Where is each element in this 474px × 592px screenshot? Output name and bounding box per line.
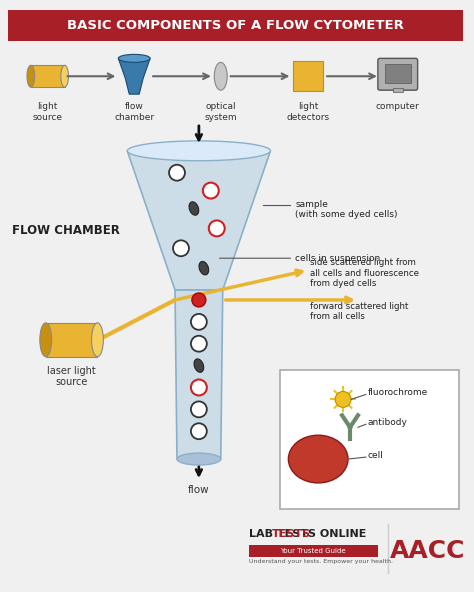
Text: light
source: light source xyxy=(33,102,63,121)
Text: side scattered light from
all cells and fluorescence
from dyed cells: side scattered light from all cells and … xyxy=(310,258,419,288)
FancyBboxPatch shape xyxy=(31,65,64,87)
Text: optical
system: optical system xyxy=(204,102,237,121)
Ellipse shape xyxy=(214,62,227,90)
Ellipse shape xyxy=(118,54,150,62)
Text: forward scattered light
from all cells: forward scattered light from all cells xyxy=(310,302,409,321)
FancyBboxPatch shape xyxy=(393,88,403,92)
Text: FLOW CHAMBER: FLOW CHAMBER xyxy=(12,224,120,237)
Polygon shape xyxy=(118,59,150,94)
Ellipse shape xyxy=(61,65,68,87)
Circle shape xyxy=(203,183,219,198)
Text: cell: cell xyxy=(368,451,384,459)
FancyBboxPatch shape xyxy=(281,369,459,509)
Text: TESTS: TESTS xyxy=(272,529,310,539)
Text: laser light
source: laser light source xyxy=(47,366,96,387)
Text: fluorochrome: fluorochrome xyxy=(368,388,428,397)
Circle shape xyxy=(192,293,206,307)
Circle shape xyxy=(209,220,225,236)
FancyBboxPatch shape xyxy=(293,62,323,91)
Ellipse shape xyxy=(194,359,204,372)
Circle shape xyxy=(173,240,189,256)
Ellipse shape xyxy=(128,141,271,161)
Text: flow
chamber: flow chamber xyxy=(114,102,155,121)
FancyBboxPatch shape xyxy=(248,545,378,556)
Circle shape xyxy=(191,423,207,439)
Text: Understand your tests. Empower your health.: Understand your tests. Empower your heal… xyxy=(248,558,392,564)
Text: Your Trusted Guide: Your Trusted Guide xyxy=(281,548,346,554)
Text: computer: computer xyxy=(376,102,419,111)
Ellipse shape xyxy=(189,202,199,215)
Text: light
detectors: light detectors xyxy=(287,102,330,121)
Circle shape xyxy=(191,336,207,352)
Circle shape xyxy=(191,401,207,417)
Text: cells in suspension: cells in suspension xyxy=(295,254,381,263)
Ellipse shape xyxy=(40,323,52,356)
Text: LAB TESTS ONLINE: LAB TESTS ONLINE xyxy=(248,529,366,539)
Ellipse shape xyxy=(27,65,35,87)
Text: antibody: antibody xyxy=(368,418,408,427)
Text: flow: flow xyxy=(188,485,210,495)
Text: sample
(with some dyed cells): sample (with some dyed cells) xyxy=(295,200,398,219)
Circle shape xyxy=(335,391,351,407)
Ellipse shape xyxy=(199,262,209,275)
Circle shape xyxy=(169,165,185,181)
Ellipse shape xyxy=(91,323,103,356)
Polygon shape xyxy=(128,151,271,290)
Text: AACC: AACC xyxy=(390,539,465,562)
Circle shape xyxy=(191,379,207,395)
FancyBboxPatch shape xyxy=(378,59,418,90)
FancyBboxPatch shape xyxy=(46,323,98,356)
Ellipse shape xyxy=(177,453,221,465)
Text: BASIC COMPONENTS OF A FLOW CYTOMETER: BASIC COMPONENTS OF A FLOW CYTOMETER xyxy=(67,19,404,32)
FancyBboxPatch shape xyxy=(8,9,464,41)
Polygon shape xyxy=(175,290,223,459)
FancyBboxPatch shape xyxy=(385,65,410,83)
Circle shape xyxy=(191,314,207,330)
Ellipse shape xyxy=(288,435,348,483)
